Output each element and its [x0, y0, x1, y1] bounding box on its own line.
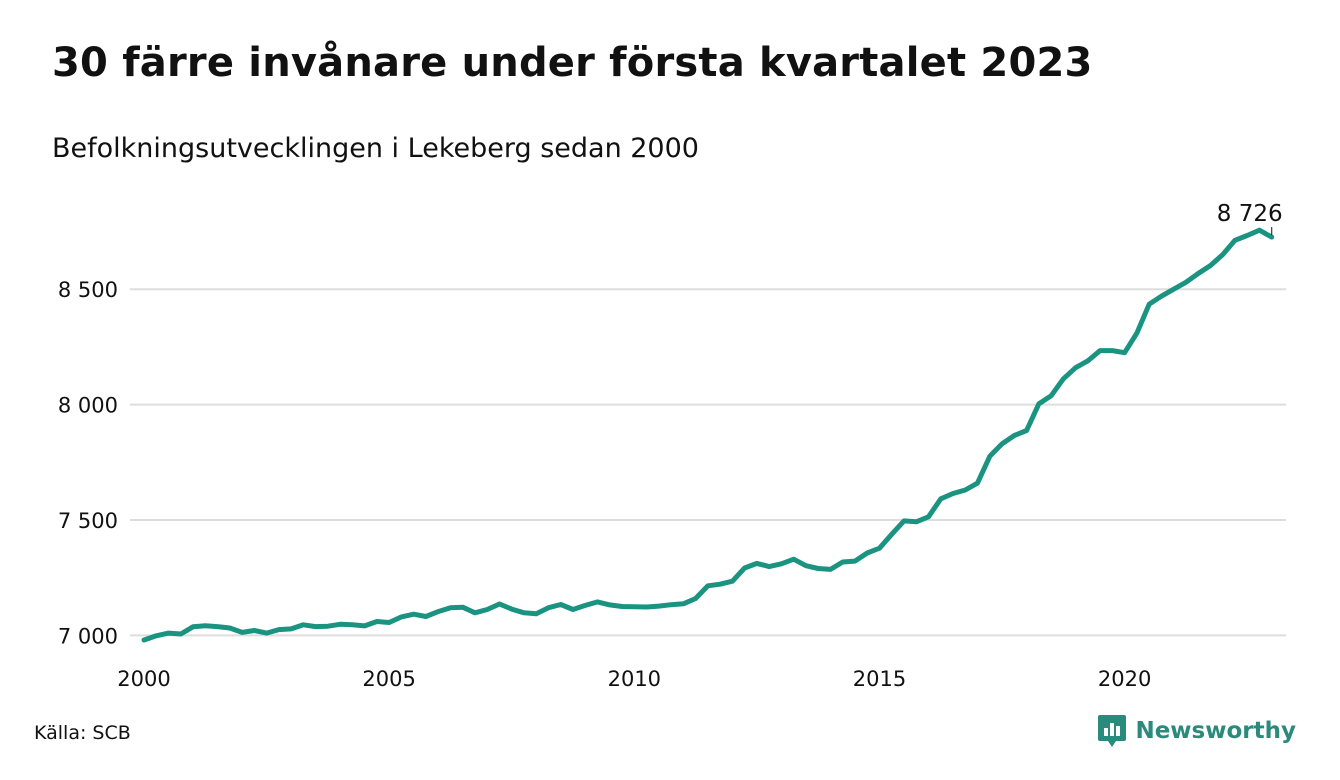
y-tick-label: 8 000	[58, 394, 118, 418]
newsworthy-logo-icon	[1098, 715, 1127, 747]
x-tick-label: 2000	[117, 667, 170, 691]
y-axis-ticks: 7 000 7 500 8 000 8 500	[58, 278, 118, 648]
population-line	[141, 227, 1275, 643]
x-tick-label: 2020	[1098, 667, 1151, 691]
x-tick-label: 2015	[853, 667, 906, 691]
y-tick-label: 7 000	[58, 624, 118, 648]
brand-logo: Newsworthy	[1097, 714, 1296, 748]
brand-name: Newsworthy	[1135, 718, 1296, 744]
y-tick-label: 7 500	[58, 509, 118, 533]
chart-title: 30 färre invånare under första kvartalet…	[52, 40, 1093, 86]
grid-lines	[130, 288, 1286, 637]
y-tick-label: 8 500	[58, 278, 118, 302]
end-value-label: 8 726	[1217, 201, 1283, 227]
x-tick-label: 2005	[362, 667, 415, 691]
x-axis-ticks: 2000 2005 2010 2015 2020	[117, 667, 1151, 691]
line-chart: 7 000 7 500 8 000 8 500 2000 2005 2010 2015 202…	[58, 201, 1286, 691]
source-note: Källa: SCB	[34, 722, 131, 744]
x-tick-label: 2010	[608, 667, 661, 691]
chart-subtitle: Befolkningsutvecklingen i Lekeberg sedan…	[52, 133, 699, 164]
